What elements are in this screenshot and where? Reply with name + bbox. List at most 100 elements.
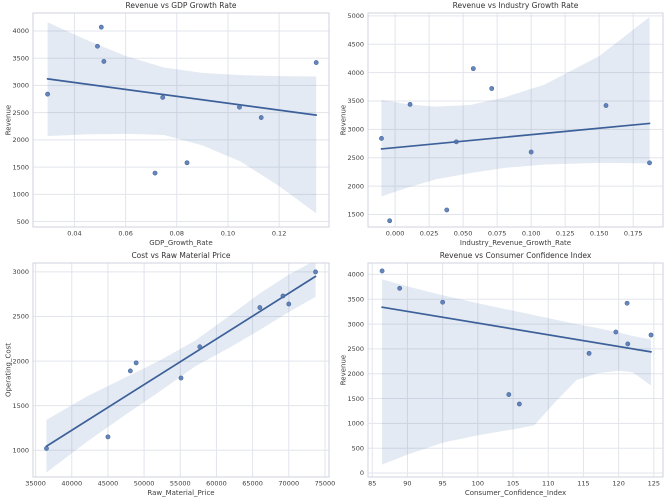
- data-point: [440, 299, 446, 305]
- y-tick-label: 5000: [347, 12, 364, 20]
- y-tick-label: 3000: [12, 82, 29, 90]
- regression-layer: [380, 16, 651, 197]
- data-point: [624, 300, 630, 306]
- data-point: [178, 375, 184, 381]
- data-point: [387, 218, 393, 224]
- y-tick-label: 4000: [347, 271, 364, 279]
- subplot-revenue-vs-industry-growth-rate: 0.000 0.025 0.050 0.075 0.100 0.125 0.150 0.175…: [335, 0, 669, 250]
- data-point: [237, 104, 242, 110]
- regression-layer: [381, 279, 652, 465]
- data-point: [45, 91, 50, 97]
- confidence-band: [382, 279, 652, 465]
- y-tick-label: 0: [360, 469, 364, 477]
- y-tick-label: 4000: [347, 69, 364, 77]
- x-tick-label: 40000: [61, 480, 82, 488]
- y-tick-label: 2500: [347, 345, 364, 353]
- y-tick-label: 1500: [12, 402, 29, 410]
- data-point: [313, 60, 319, 65]
- x-tick-label: 125: [648, 480, 660, 488]
- x-tick-label: 45000: [98, 480, 119, 488]
- data-point: [286, 301, 292, 307]
- y-tick-label: 500: [352, 444, 364, 452]
- x-tick-label: 0.10: [221, 230, 235, 238]
- x-tick-label: 0.000: [386, 230, 405, 238]
- data-point: [407, 101, 413, 107]
- y-axis-label: Revenue: [5, 105, 13, 136]
- data-point: [152, 170, 158, 176]
- confidence-band: [47, 22, 317, 214]
- subplot-cost-vs-raw-material-price: 35000 40000 45000 50000 55000 60000 65000 70000…: [0, 250, 336, 500]
- chart-title: Revenue vs GDP Growth Rate: [126, 1, 237, 10]
- x-axis-label: GDP_Growth_Rate: [149, 239, 212, 247]
- regression-layer: [46, 22, 318, 214]
- data-point: [184, 160, 190, 166]
- data-point: [647, 160, 652, 166]
- x-axis-label: Industry_Revenue_Growth_Rate: [460, 239, 571, 247]
- plot-area: [33, 13, 329, 227]
- x-axis-label: Consumer_Confidence_Index: [465, 489, 566, 497]
- y-tick-label: 2000: [12, 357, 29, 365]
- x-tick-label: 90: [403, 480, 411, 488]
- x-tick-label: 115: [577, 480, 589, 488]
- x-tick-label: 35000: [25, 480, 46, 488]
- x-tick-label: 65000: [242, 480, 263, 488]
- data-point: [133, 360, 139, 366]
- data-point: [613, 329, 619, 335]
- subplot-revenue-vs-consumer-confidence-index: 85 90 95 100 105 110 115 120 125 0 500 1000 1500 2000…: [335, 250, 669, 500]
- chart-revenue-vs-consumer-confidence-index: 85 90 95 100 105 110 115 120 125 0 500 1000 1500 2000…: [340, 251, 664, 497]
- data-point: [397, 285, 403, 291]
- plot-area: [368, 13, 663, 227]
- y-tick-label: 4000: [12, 27, 29, 35]
- data-point: [379, 136, 384, 141]
- subplot-revenue-vs-gdp-growth-rate: 0.04 0.06 0.08 0.10 0.12 500 1000 1500 2000 2500 3…: [0, 0, 335, 250]
- x-tick-label: 0.150: [590, 230, 609, 238]
- data-point: [258, 115, 264, 120]
- x-tick-label: 0.175: [624, 230, 643, 238]
- data-point: [280, 293, 286, 299]
- y-axis-label: Operating_Cost: [5, 343, 13, 397]
- x-tick-label: 120: [612, 480, 624, 488]
- chart-revenue-vs-industry-growth-rate: 0.000 0.025 0.050 0.075 0.100 0.125 0.150 0.175…: [340, 1, 664, 247]
- y-tick-label: 3000: [347, 320, 364, 328]
- x-tick-label: 100: [472, 480, 484, 488]
- x-axis-label: Raw_Material_Price: [147, 489, 214, 497]
- x-tick-label: 110: [542, 480, 554, 488]
- y-tick-label: 2000: [347, 182, 364, 190]
- x-tick-label: 0.075: [488, 230, 507, 238]
- y-tick-label: 1000: [12, 191, 29, 199]
- plot-area: [368, 263, 663, 477]
- y-tick-label: 3000: [347, 126, 364, 134]
- x-tick-label: 0.12: [272, 230, 286, 238]
- y-tick-label: 500: [17, 218, 29, 226]
- y-tick-label: 2000: [347, 370, 364, 378]
- data-point: [95, 43, 100, 49]
- plot-border: [32, 12, 330, 228]
- x-tick-label: 0.050: [454, 230, 473, 238]
- y-tick-label: 3000: [12, 268, 29, 276]
- data-point: [105, 434, 111, 440]
- data-point: [625, 341, 631, 347]
- y-axis-label: Revenue: [340, 355, 348, 386]
- plot-border: [32, 262, 330, 478]
- data-point: [160, 95, 166, 100]
- x-tick-label: 105: [507, 480, 519, 488]
- data-point: [98, 24, 104, 30]
- data-point: [586, 350, 592, 356]
- x-tick-label: 70000: [278, 480, 299, 488]
- data-point: [444, 207, 450, 213]
- y-tick-label: 1500: [347, 395, 364, 403]
- data-point: [506, 392, 512, 397]
- regression-line: [380, 122, 651, 150]
- x-tick-label: 0.125: [556, 230, 575, 238]
- x-tick-label: 0.08: [170, 230, 184, 238]
- x-tick-label: 50000: [134, 480, 155, 488]
- regression-layer: [45, 263, 317, 473]
- y-axis-label: Revenue: [340, 105, 348, 136]
- chart-title: Revenue vs Industry Growth Rate: [453, 1, 579, 10]
- data-point: [516, 401, 522, 407]
- plot-border: [367, 262, 664, 478]
- regression-line: [381, 306, 652, 353]
- data-point: [470, 66, 476, 72]
- x-tick-label: 95: [438, 480, 446, 488]
